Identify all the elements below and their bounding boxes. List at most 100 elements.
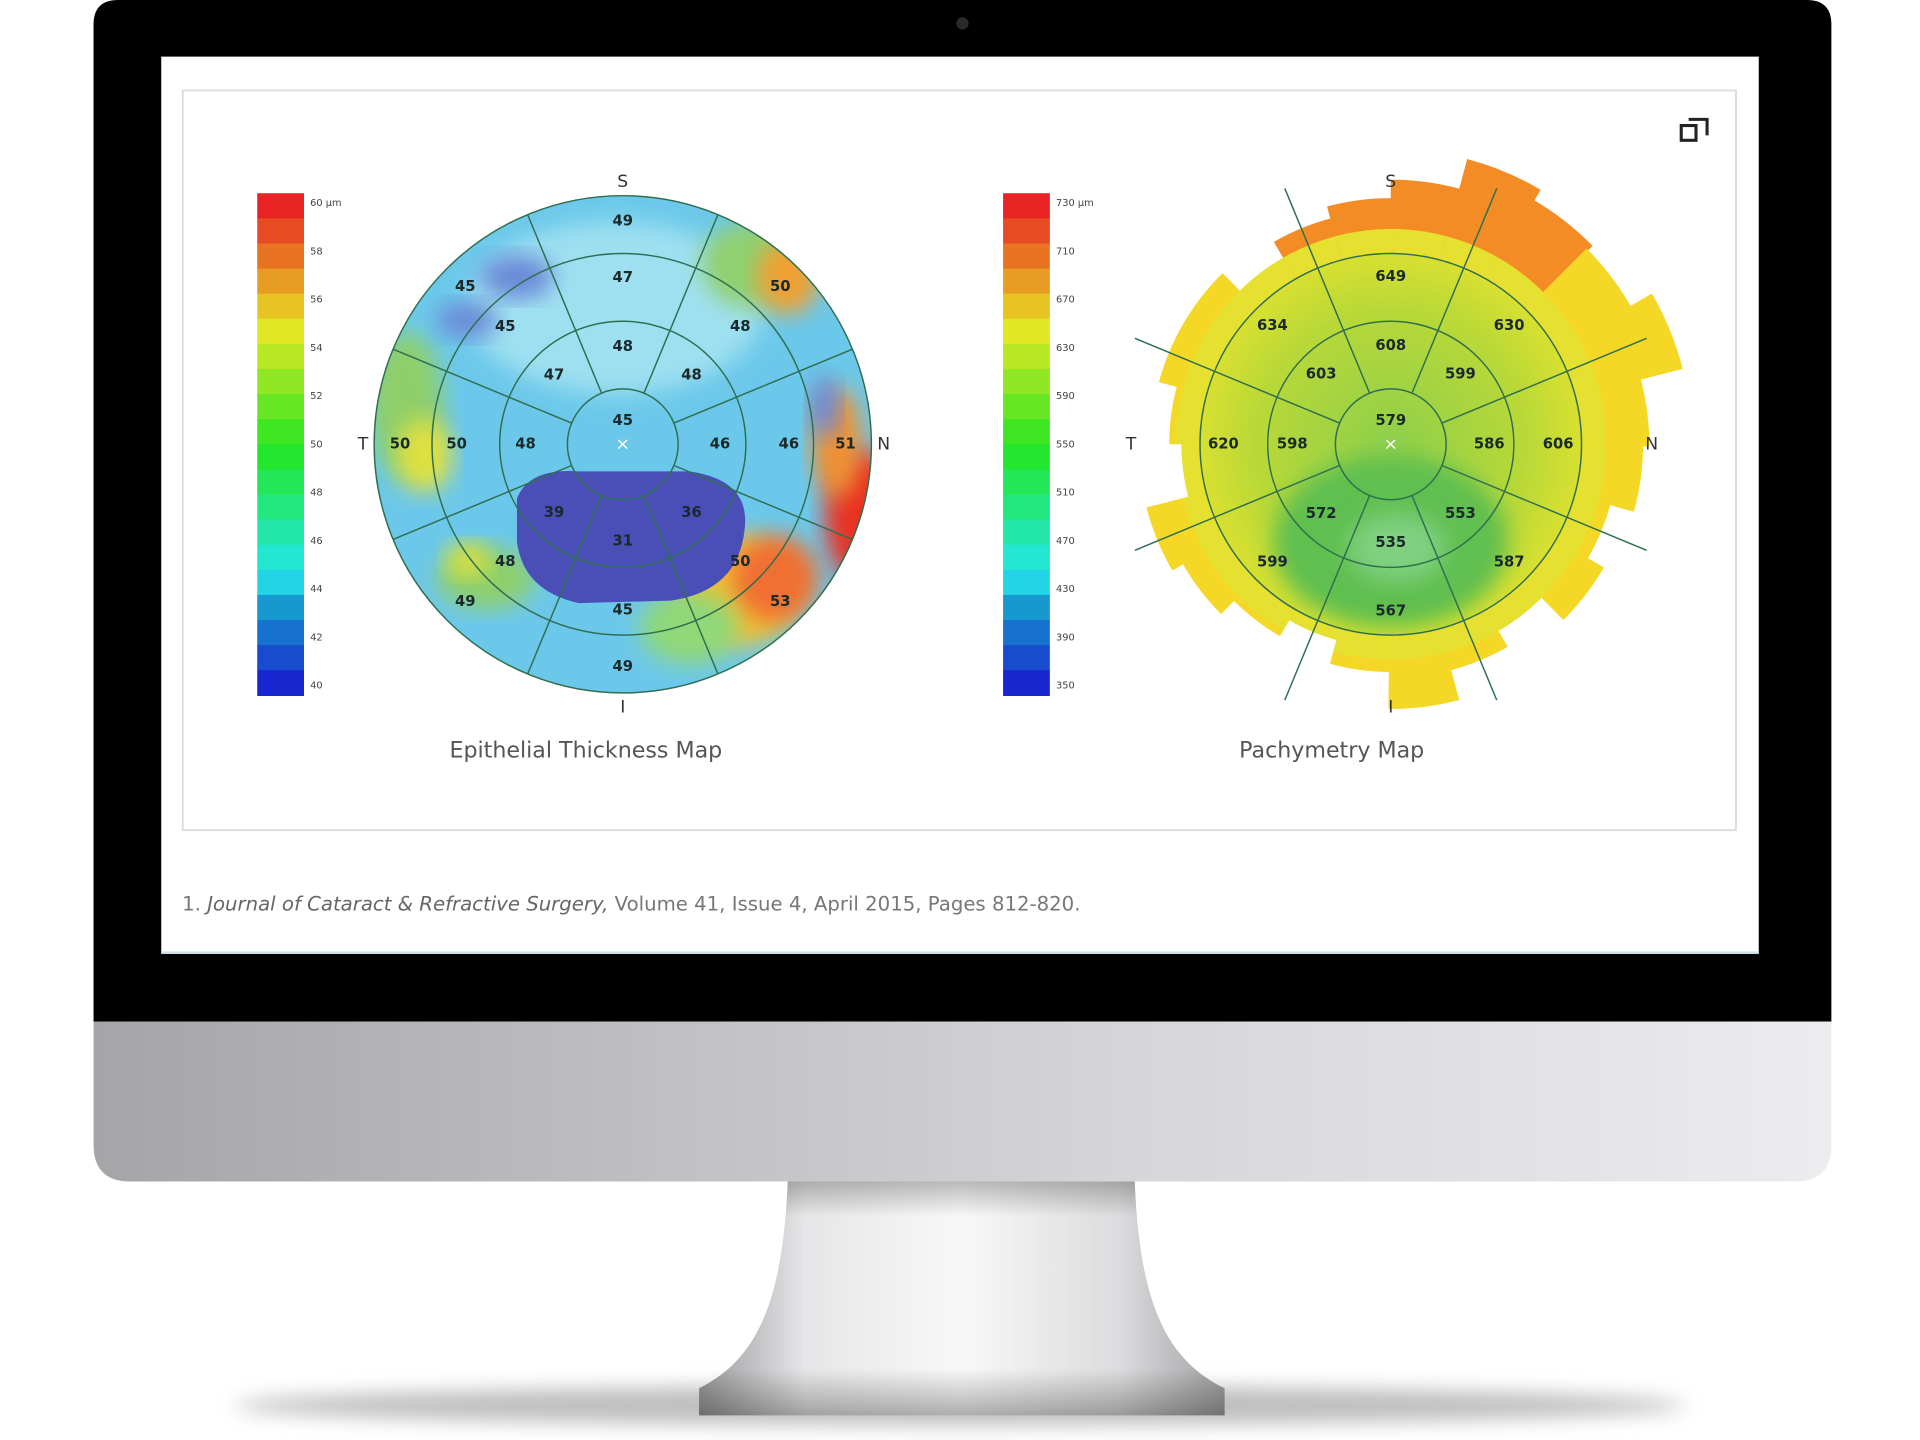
- sector-value: 48: [495, 553, 516, 570]
- scale-band: [1003, 268, 1050, 295]
- scale-band: [1003, 368, 1050, 395]
- sector-value: 48: [681, 367, 702, 384]
- sector-ring: [566, 388, 679, 501]
- sector-value: 45: [613, 601, 634, 618]
- sector-ring: [373, 194, 873, 694]
- scale-band: [257, 394, 304, 420]
- heat-blob: [516, 470, 746, 604]
- scale-label: 470: [1056, 536, 1075, 547]
- scale-band: [1003, 519, 1050, 546]
- orientation-label: N: [877, 434, 890, 454]
- heat-rim-inner: [1287, 607, 1342, 641]
- scale-band: [1003, 544, 1050, 571]
- sector-value: 48: [515, 435, 536, 452]
- scale-band: [1003, 343, 1050, 370]
- sector-value: 587: [1494, 554, 1525, 571]
- sector-ring: [1334, 388, 1447, 501]
- sector-value: 48: [613, 338, 634, 355]
- sector-value: 49: [613, 658, 634, 675]
- sector-spoke: [392, 464, 572, 541]
- sector-value: 31: [613, 533, 634, 550]
- scale-label: 430: [1056, 584, 1075, 595]
- scale-band: [1003, 293, 1050, 320]
- scale-band: [1003, 469, 1050, 496]
- scale-band: [257, 318, 304, 345]
- heat-blob: [1347, 513, 1447, 583]
- monitor-chin: [93, 1021, 1832, 1182]
- sector-value: 649: [1375, 268, 1406, 285]
- scale-band: [1003, 419, 1050, 445]
- sector-value: 53: [770, 593, 791, 610]
- sector-value: 553: [1445, 505, 1476, 522]
- sector-spoke: [1411, 188, 1498, 394]
- sector-spoke: [1284, 495, 1371, 701]
- orientation-label: S: [617, 172, 628, 192]
- sector-value: 608: [1375, 337, 1406, 354]
- heat-rim-inner: [1238, 256, 1298, 311]
- sector-spoke: [392, 348, 572, 424]
- scale-band: [1003, 243, 1050, 270]
- thickness-map: 730 µm 710 670 630 590 550 510 470 430 390 350 × 579…: [1003, 159, 1683, 763]
- center-mark: ×: [1384, 434, 1398, 454]
- scale-band: [257, 368, 304, 395]
- sector-value: 599: [1445, 366, 1476, 383]
- scale-band: [257, 268, 304, 295]
- sector-value: 46: [710, 435, 731, 452]
- sector-spoke: [1441, 464, 1647, 551]
- orientation-label: T: [357, 434, 369, 454]
- heat-rim-inner: [1524, 292, 1579, 352]
- sector-spoke: [1441, 337, 1647, 424]
- sector-value: 49: [455, 593, 476, 610]
- stand-shade: [699, 1181, 1225, 1416]
- heat-rim-inner: [1573, 388, 1607, 447]
- sector-value: 50: [770, 278, 791, 295]
- scale-band: [257, 569, 304, 596]
- expand-icon[interactable]: [1679, 117, 1709, 142]
- sector-value: 620: [1208, 435, 1239, 452]
- scale-band: [1003, 193, 1050, 219]
- scale-band: [1003, 444, 1050, 471]
- scale-label: 42: [310, 632, 323, 643]
- sector-value: 49: [613, 213, 634, 230]
- sector-value: 45: [495, 318, 516, 335]
- sector-value: 567: [1375, 603, 1406, 620]
- sector-value: 598: [1277, 435, 1308, 452]
- heat-blob: [436, 301, 499, 339]
- sector-value: 586: [1474, 435, 1505, 452]
- heat-blob: [480, 254, 554, 300]
- scale-label: 510: [1056, 488, 1075, 499]
- scale-label: 630: [1056, 343, 1075, 354]
- sector-value: 45: [455, 278, 476, 295]
- scale-label: 48: [310, 488, 323, 499]
- scale-label: 56: [310, 295, 323, 306]
- scale-label: 54: [310, 343, 323, 354]
- citation: 1. Journal of Cataract & Refractive Surg…: [182, 892, 1080, 915]
- orientation-label: S: [1385, 172, 1396, 192]
- camera: [956, 17, 969, 30]
- sector-value: 47: [544, 367, 565, 384]
- scale-band: [1003, 594, 1050, 621]
- scale-label: 670: [1056, 295, 1075, 306]
- scale-band: [257, 419, 304, 445]
- heatmap: [374, 195, 872, 693]
- scale-band: [257, 293, 304, 320]
- heat-rim-inner: [1388, 627, 1447, 660]
- thickness-map: 60 µm 58 56 54 52 50 48 46 44 42 40 × 45 48 48 46 36 31 39…: [257, 172, 890, 763]
- scale-band: [1003, 670, 1050, 696]
- orientation-label: T: [1125, 434, 1137, 454]
- heat-rim-inner: [1237, 577, 1296, 631]
- sector-value: 48: [730, 318, 751, 335]
- scale-band: [257, 519, 304, 546]
- heat-rim-inner: [1182, 335, 1228, 396]
- sector-spoke: [643, 214, 719, 394]
- sector-value: 599: [1257, 554, 1288, 571]
- scale-band: [1003, 645, 1050, 671]
- scale-band: [257, 494, 304, 521]
- sector-value: 579: [1375, 412, 1406, 429]
- scale-band: [1003, 569, 1050, 596]
- scale-band: [257, 444, 304, 471]
- scale-label: 710: [1056, 246, 1075, 257]
- sector-spoke: [1411, 495, 1498, 701]
- scale-label: 390: [1056, 632, 1075, 643]
